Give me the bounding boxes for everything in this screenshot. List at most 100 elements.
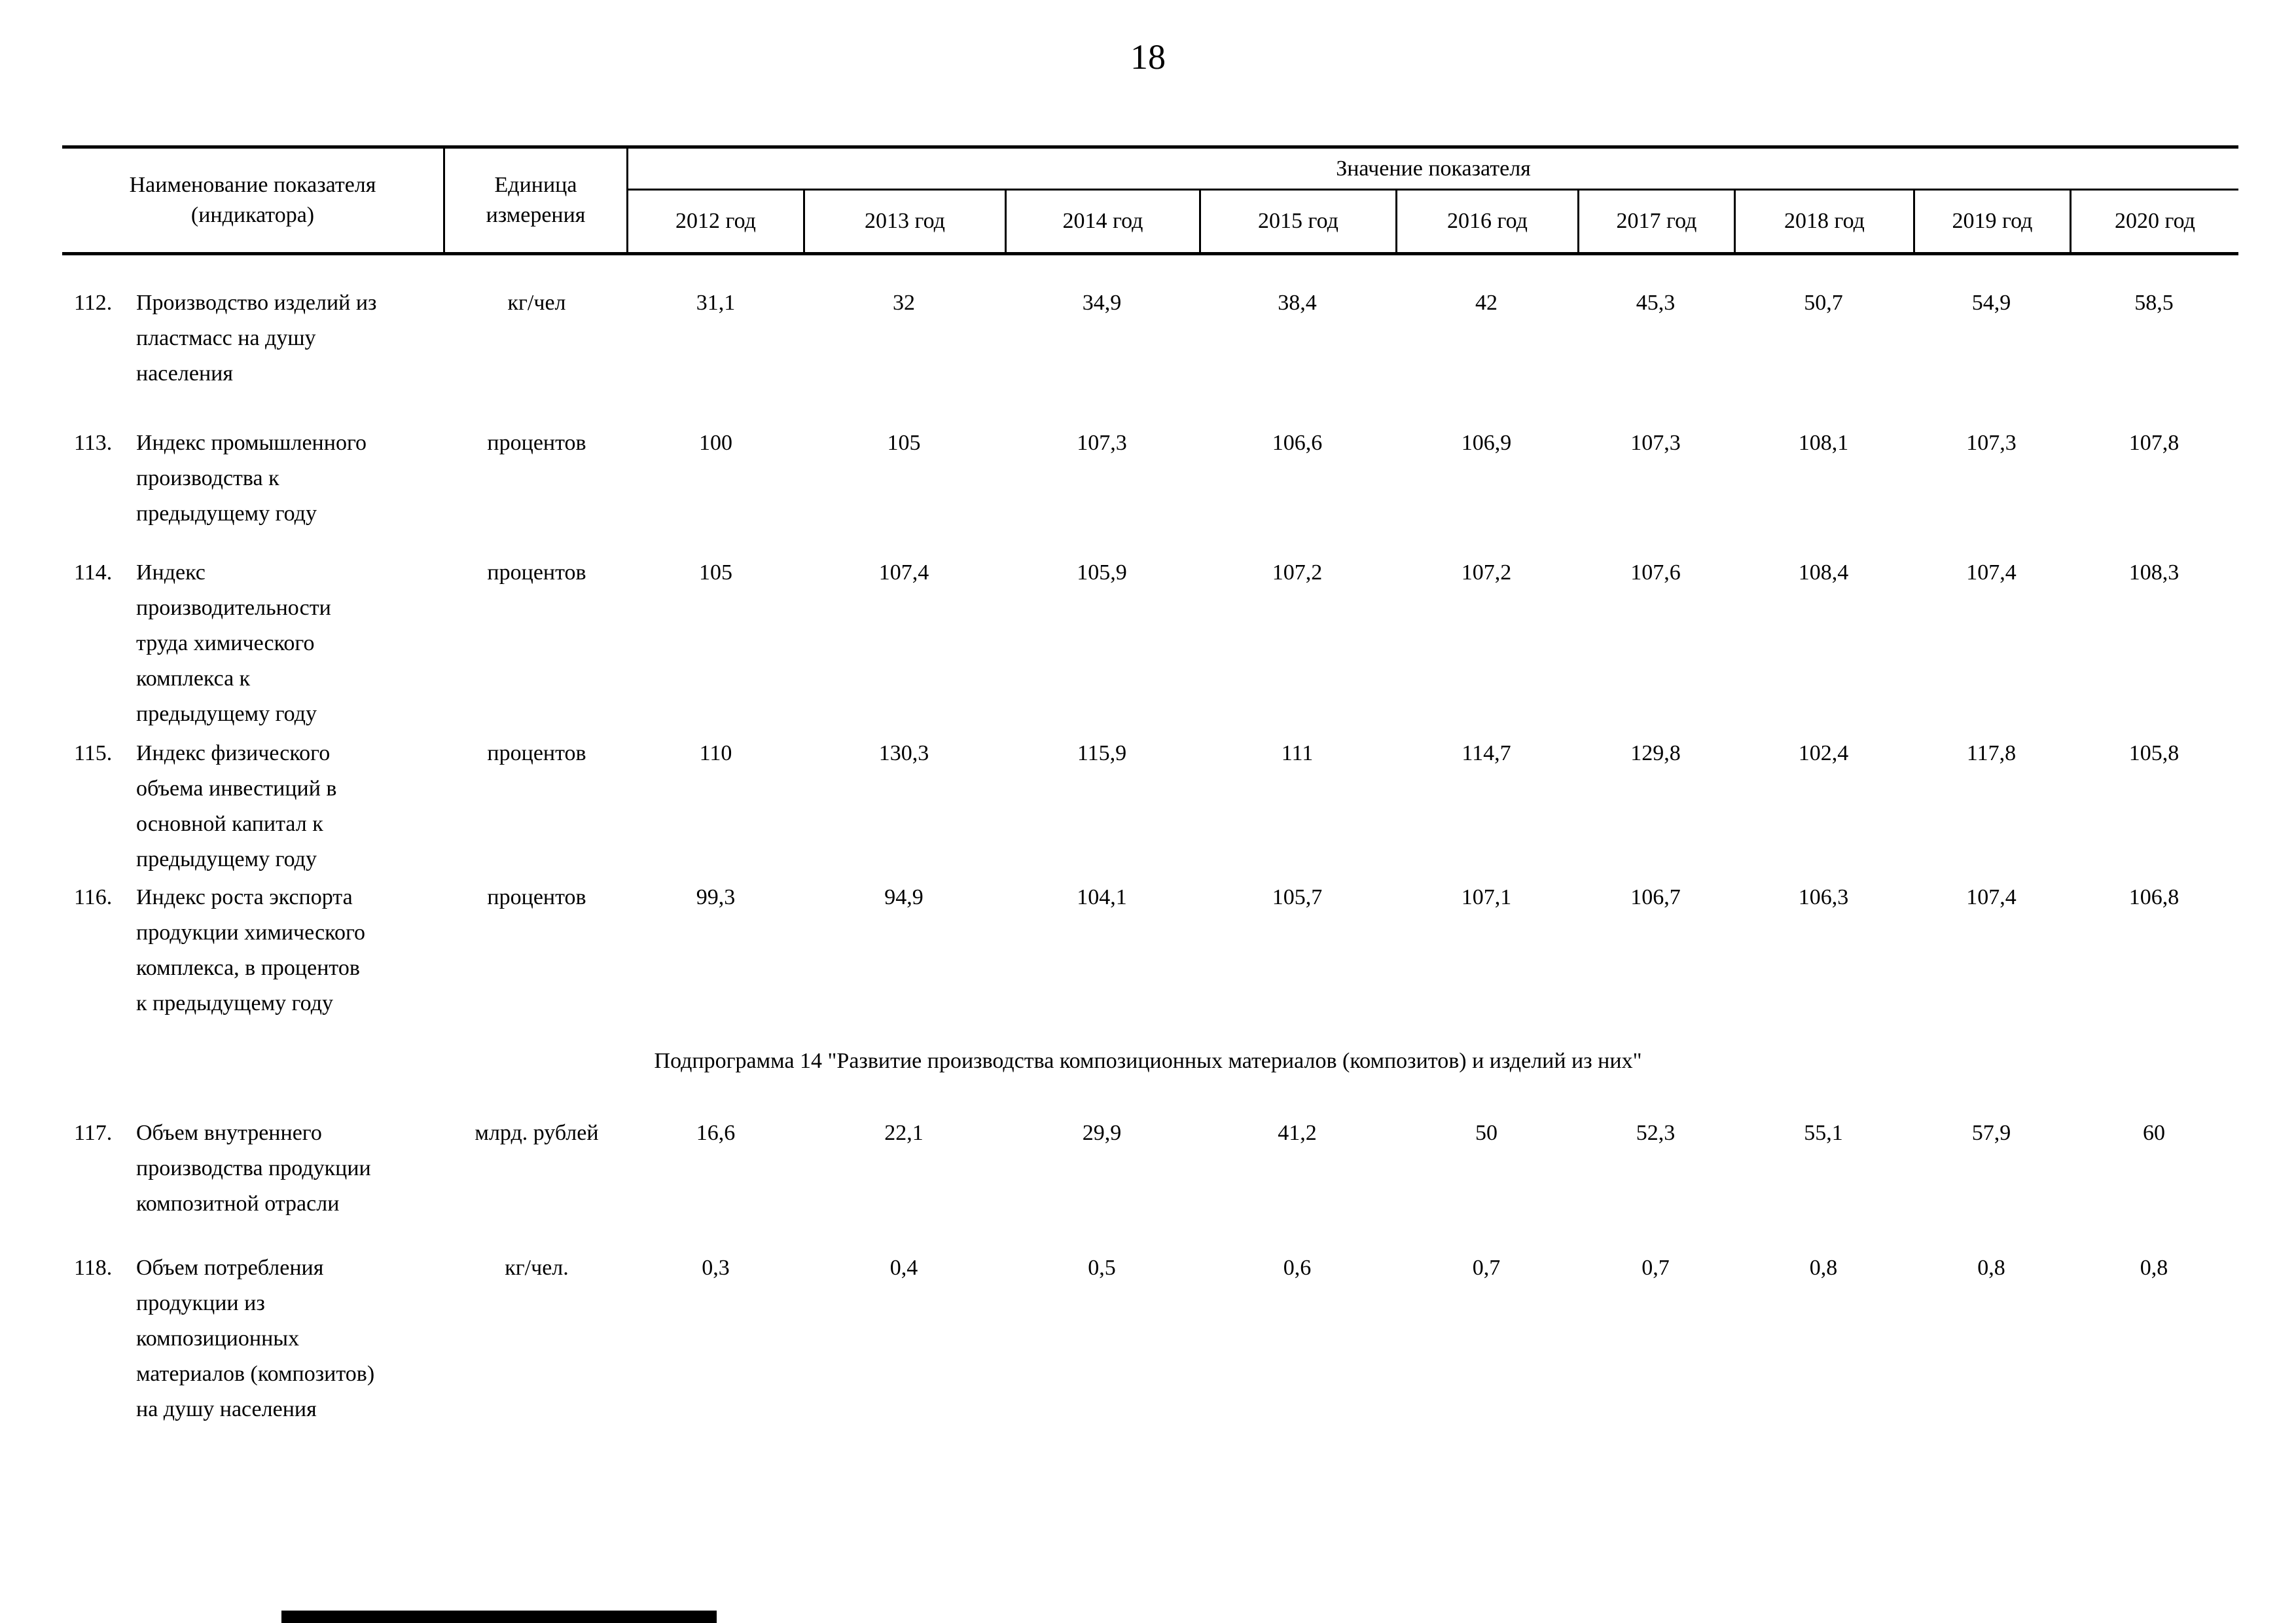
header-indicator-column: Наименование показателя (индикатора)	[62, 149, 445, 252]
unit-cell: кг/чел.	[505, 1256, 569, 1280]
row-number: 114.	[74, 560, 113, 585]
value-cell: 29,9	[1082, 1121, 1122, 1145]
value-cell: 107,4	[1966, 560, 2017, 585]
value-cell: 110	[699, 741, 732, 765]
unit-cell: процентов	[487, 741, 586, 765]
header-year-2020: 2020 год	[2070, 191, 2238, 252]
indicator-name: Производство изделий из пластмасс на душ…	[136, 291, 377, 386]
indicator-name: Индекс роста экспорта продукции химическ…	[136, 885, 366, 1015]
indicator-name: Объем потребления продукции из композици…	[136, 1256, 375, 1421]
value-cell: 0,8	[1977, 1256, 2005, 1280]
value-cell: 115,9	[1077, 741, 1127, 765]
unit-cell: процентов	[487, 560, 586, 585]
row-number: 113.	[74, 431, 113, 455]
value-cell: 105	[887, 431, 921, 455]
value-cell: 105,7	[1272, 885, 1323, 909]
indicator-name: Объем внутреннего производства продукции…	[136, 1121, 371, 1216]
value-cell: 108,1	[1798, 431, 1849, 455]
indicator-name: Индекс промышленного производства к пред…	[136, 431, 367, 526]
value-cell: 31,1	[696, 291, 736, 315]
indicator-name: Индекс физического объема инвестиций в о…	[136, 741, 337, 871]
header-year-2017: 2017 год	[1577, 191, 1734, 252]
value-cell: 22,1	[884, 1121, 924, 1145]
value-cell: 100	[699, 431, 732, 455]
header-year-2016: 2016 год	[1395, 191, 1577, 252]
value-cell: 0,4	[889, 1256, 918, 1280]
value-cell: 111	[1281, 741, 1314, 765]
value-cell: 99,3	[696, 885, 736, 909]
value-cell: 34,9	[1082, 291, 1122, 315]
value-cell: 107,3	[1077, 431, 1127, 455]
value-cell: 117,8	[1966, 741, 2017, 765]
value-cell: 107,3	[1630, 431, 1681, 455]
header-years-row: 2012 год 2013 год 2014 год 2015 год 2016…	[628, 191, 2238, 252]
value-cell: 57,9	[1971, 1121, 2011, 1145]
value-cell: 106,8	[2128, 885, 2179, 909]
header-year-2013: 2013 год	[803, 191, 1005, 252]
header-year-2012: 2012 год	[675, 209, 756, 233]
value-cell: 107,4	[878, 560, 929, 585]
value-cell: 0,6	[1283, 1256, 1312, 1280]
value-cell: 16,6	[696, 1121, 736, 1145]
row-number: 116.	[74, 885, 113, 909]
value-cell: 0,8	[1809, 1256, 1838, 1280]
header-year-2015: 2015 год	[1199, 191, 1395, 252]
value-cell: 107,2	[1272, 560, 1323, 585]
value-cell: 94,9	[884, 885, 924, 909]
unit-cell: кг/чел	[507, 291, 566, 315]
row-number: 117.	[74, 1121, 113, 1145]
row-number: 115.	[74, 741, 113, 765]
value-cell: 38,4	[1278, 291, 1317, 315]
value-cell: 50,7	[1804, 291, 1843, 315]
value-cell: 108,4	[1798, 560, 1849, 585]
value-cell: 105	[699, 560, 732, 585]
value-cell: 58,5	[2134, 291, 2174, 315]
header-year-2018: 2018 год	[1734, 191, 1913, 252]
header-value-group-title: Значение показателя	[628, 149, 2238, 191]
table-header: Наименование показателя (индикатора) Еди…	[62, 145, 2238, 255]
page-number: 18	[1130, 37, 1166, 77]
value-cell: 55,1	[1804, 1121, 1843, 1145]
value-cell: 104,1	[1077, 885, 1127, 909]
value-cell: 50	[1475, 1121, 1498, 1145]
value-cell: 52,3	[1636, 1121, 1676, 1145]
scan-artifact-bar	[281, 1611, 717, 1623]
value-cell: 42	[1475, 291, 1498, 315]
value-cell: 108,3	[2128, 560, 2179, 585]
value-cell: 107,2	[1461, 560, 1512, 585]
value-cell: 60	[2143, 1121, 2165, 1145]
value-cell: 105,8	[2128, 741, 2179, 765]
value-cell: 114,7	[1462, 741, 1511, 765]
value-cell: 0,8	[2140, 1256, 2168, 1280]
value-cell: 106,7	[1630, 885, 1681, 909]
header-year-2014: 2014 год	[1005, 191, 1199, 252]
unit-cell: процентов	[487, 885, 586, 909]
value-cell: 102,4	[1798, 741, 1849, 765]
value-cell: 107,1	[1461, 885, 1512, 909]
header-year-2019: 2019 год	[1913, 191, 2070, 252]
value-cell: 45,3	[1636, 291, 1676, 315]
value-cell: 107,8	[2128, 431, 2179, 455]
value-cell: 130,3	[878, 741, 929, 765]
unit-cell: процентов	[487, 431, 586, 455]
unit-cell: млрд. рублей	[475, 1121, 599, 1145]
value-cell: 106,9	[1461, 431, 1512, 455]
value-cell: 107,3	[1966, 431, 2017, 455]
header-unit-column: Единица измерения	[445, 149, 628, 252]
header-value-group: Значение показателя 2012 год 2013 год 20…	[628, 149, 2238, 252]
value-cell: 106,3	[1798, 885, 1849, 909]
indicator-name: Индекс производительности труда химическ…	[136, 560, 331, 726]
row-number: 118.	[74, 1256, 113, 1280]
value-cell: 0,3	[702, 1256, 730, 1280]
value-cell: 0,5	[1088, 1256, 1116, 1280]
value-cell: 0,7	[1641, 1256, 1670, 1280]
value-cell: 106,6	[1272, 431, 1323, 455]
value-cell: 54,9	[1971, 291, 2011, 315]
value-cell: 105,9	[1077, 560, 1127, 585]
row-number: 112.	[74, 291, 113, 315]
subprogram-heading: Подпрограмма 14 "Развитие производства к…	[654, 1049, 1642, 1073]
value-cell: 32	[893, 291, 915, 315]
value-cell: 0,7	[1472, 1256, 1501, 1280]
value-cell: 107,4	[1966, 885, 2017, 909]
value-cell: 107,6	[1630, 560, 1681, 585]
